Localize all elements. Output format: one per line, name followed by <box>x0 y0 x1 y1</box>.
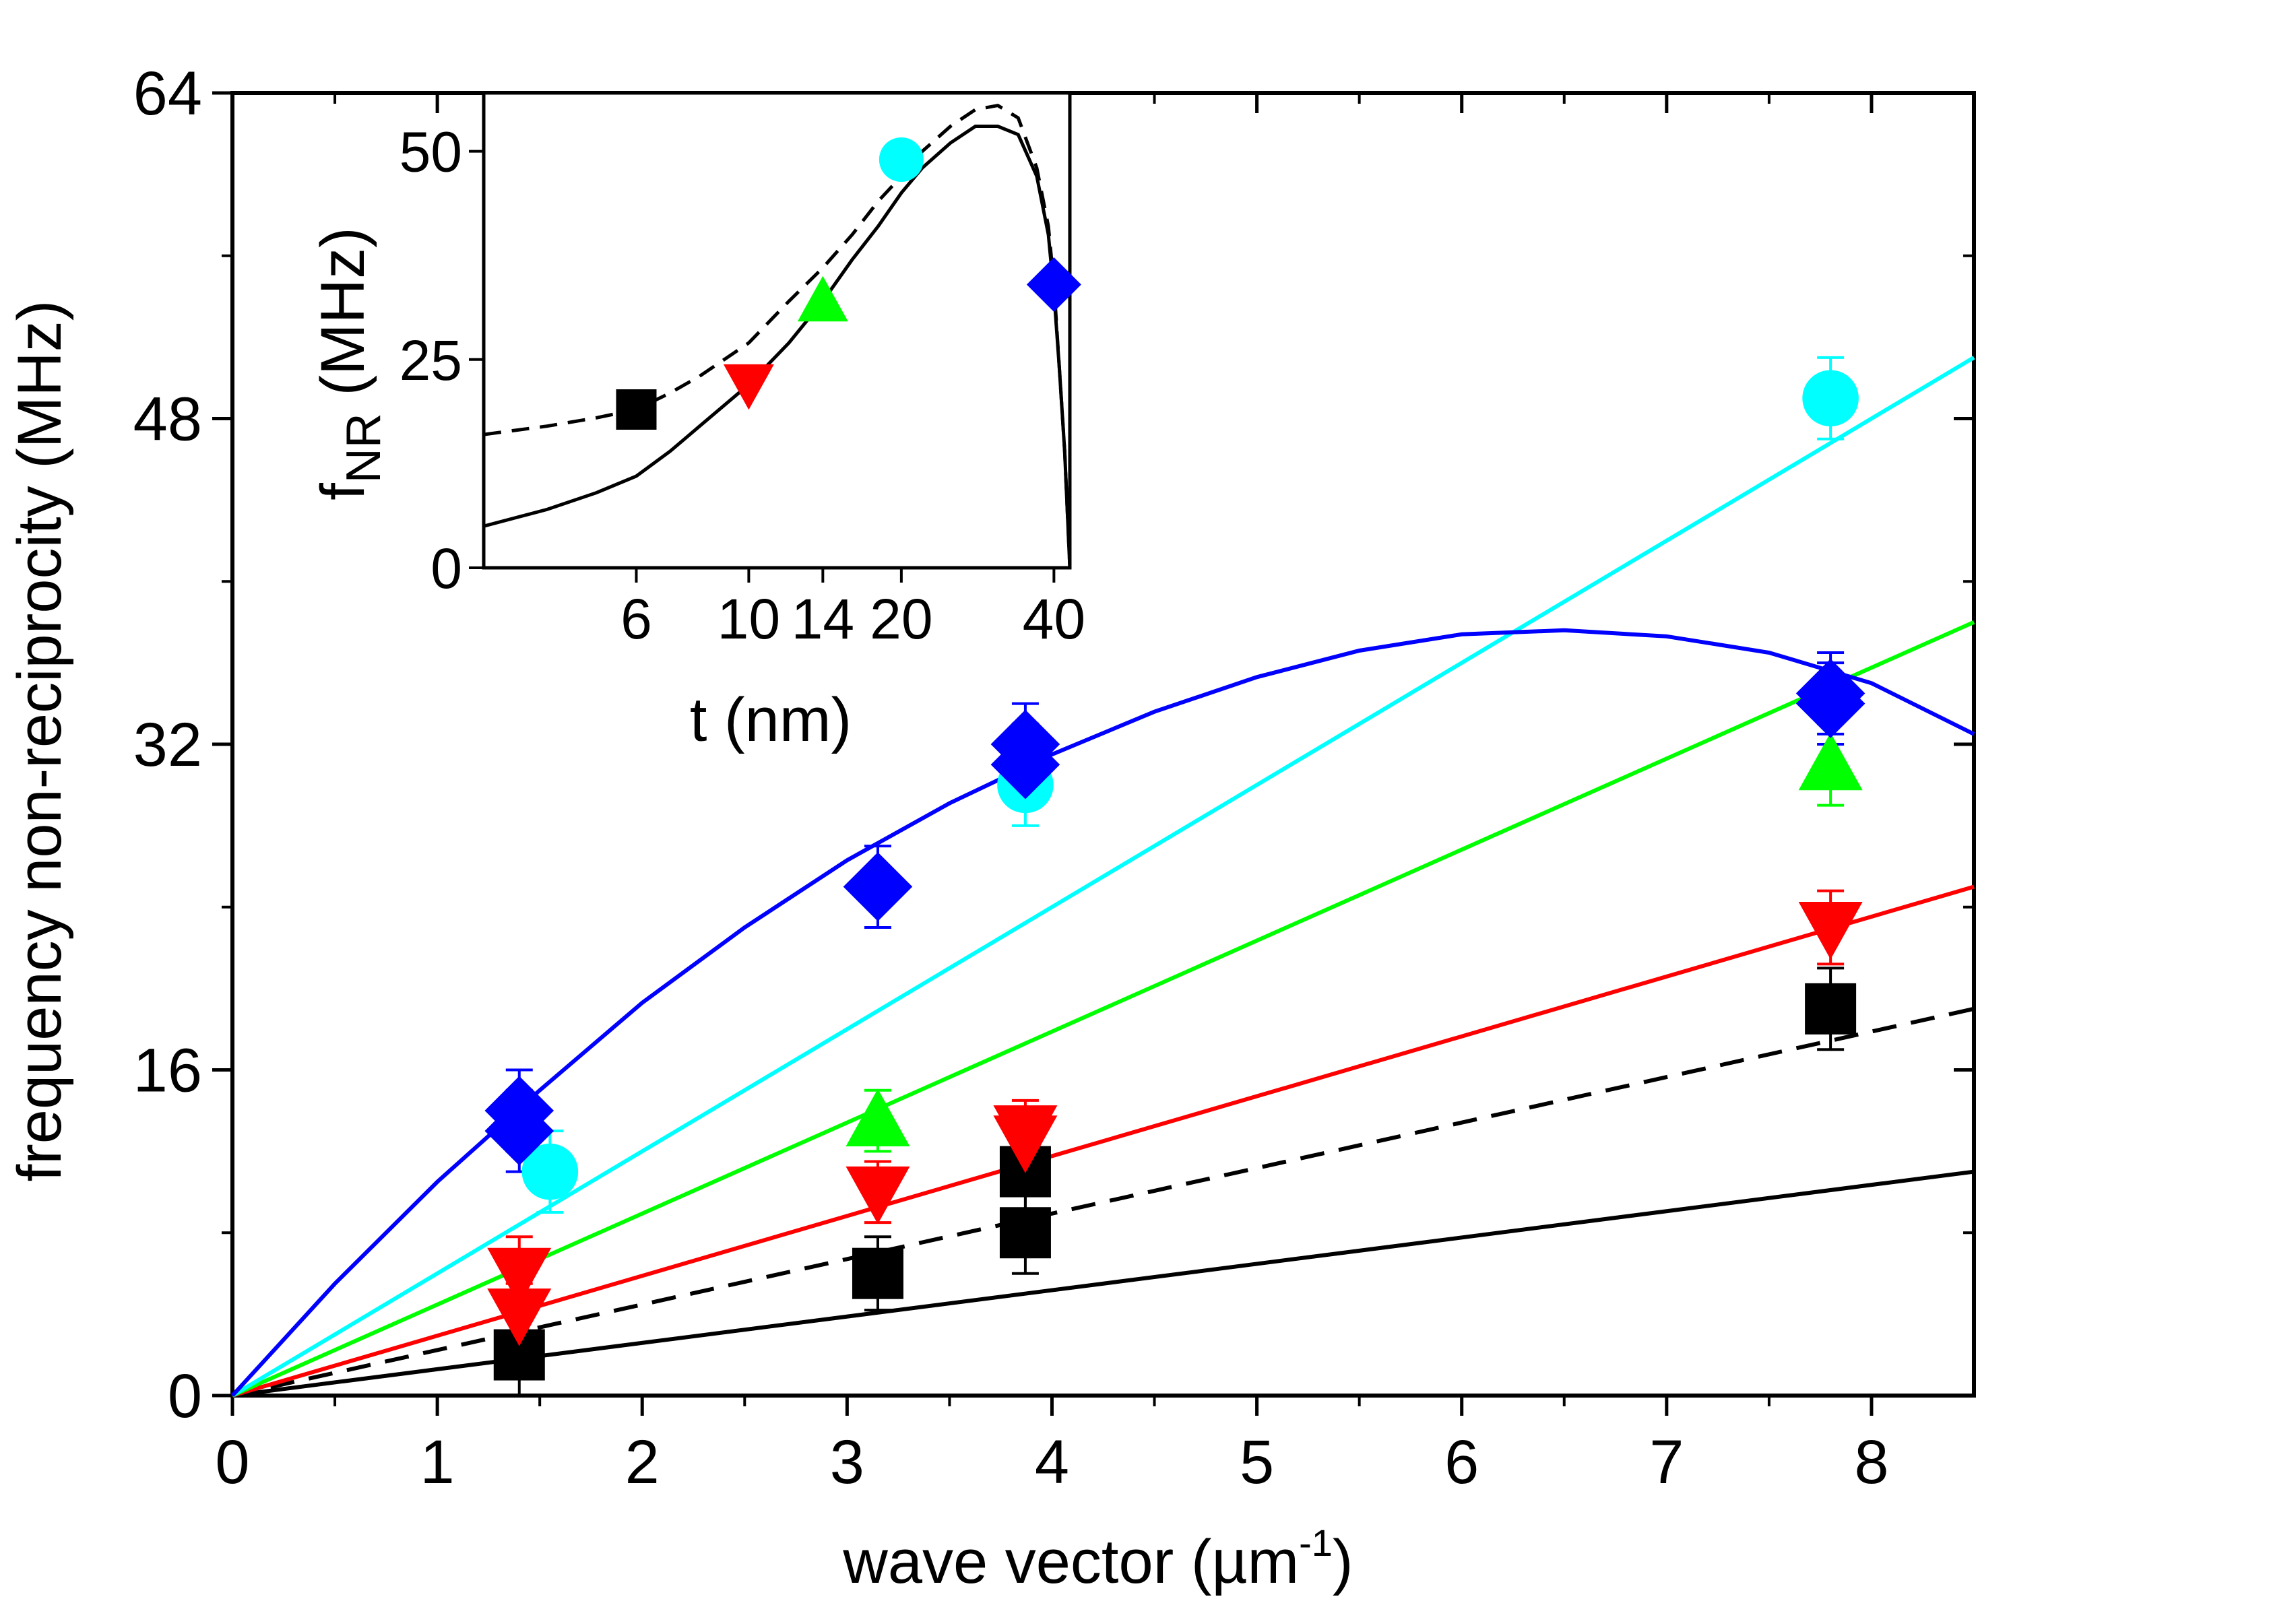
main-data-point <box>852 1247 903 1299</box>
main-data-point <box>1805 983 1857 1035</box>
inset-x-axis-label: t (nm) <box>690 686 852 754</box>
inset-x-tick-label: 40 <box>1023 587 1085 651</box>
main-plot: 0 1 2 3 4 5 6 7 8 0 16 32 48 64 <box>133 59 1976 1497</box>
inset-data-point <box>616 389 657 430</box>
main-data-point <box>521 1143 579 1200</box>
main-fit-line <box>232 1169 1975 1398</box>
main-y-tick-label: 48 <box>133 385 202 454</box>
inset-plot: 6 10 14 20 40 0 25 50 <box>400 91 1085 651</box>
main-y-tick-label: 0 <box>168 1362 202 1431</box>
main-x-tick-label: 1 <box>420 1428 455 1497</box>
inset-data-point <box>723 364 774 410</box>
main-x-tick-label: 6 <box>1444 1428 1479 1497</box>
main-y-axis-label: frequency non-reciprocity (MHz) <box>5 300 74 1182</box>
main-data-point <box>487 1288 552 1346</box>
main-x-tick-label: 8 <box>1854 1428 1888 1497</box>
main-x-tick-label: 2 <box>625 1428 660 1497</box>
inset-y-tick-label: 50 <box>400 121 462 184</box>
main-data-point <box>846 1088 910 1147</box>
main-data-point <box>1798 732 1863 791</box>
inset-data-point <box>797 275 848 322</box>
main-fit-line <box>232 884 1975 1398</box>
main-x-tick-label: 4 <box>1035 1428 1069 1497</box>
main-data-point <box>1795 659 1865 728</box>
inset-x-tick-label: 10 <box>718 587 780 651</box>
main-data-point <box>999 1207 1051 1259</box>
main-x-axis-label: wave vector (µm-1) <box>842 1522 1353 1596</box>
main-data-point <box>1798 901 1863 960</box>
main-x-tick-label: 5 <box>1240 1428 1274 1497</box>
main-x-tick-label: 7 <box>1649 1428 1684 1497</box>
main-y-tick-label: 32 <box>133 711 202 779</box>
main-fit-line <box>231 356 1975 1398</box>
inset-plot-frame <box>482 91 1072 570</box>
main-data-point <box>846 1166 910 1224</box>
main-x-tick-label: 0 <box>215 1428 249 1497</box>
inset-x-tick-label: 6 <box>620 587 652 651</box>
inset-y-tick-label: 0 <box>430 537 462 600</box>
main-x-tick-label: 3 <box>830 1428 864 1497</box>
main-y-tick-label: 64 <box>133 59 202 128</box>
main-y-tick-label: 16 <box>133 1037 202 1105</box>
main-data-point <box>484 1076 554 1146</box>
main-data-point <box>487 1247 552 1306</box>
inset-x-tick-label: 20 <box>870 587 932 651</box>
inset-data-point <box>879 137 924 182</box>
main-fit-line <box>232 1006 1975 1398</box>
main-data-point <box>1802 370 1859 427</box>
inset-y-axis-label: fNR (MHz) <box>309 227 391 500</box>
inset-data-point <box>1026 257 1081 312</box>
main-data-point <box>990 709 1060 779</box>
main-fit-line <box>231 620 1975 1398</box>
inset-x-tick-label: 14 <box>792 587 854 651</box>
inset-y-tick-label: 25 <box>400 329 462 392</box>
main-data-point <box>993 1105 1058 1163</box>
main-data-point <box>843 852 913 921</box>
